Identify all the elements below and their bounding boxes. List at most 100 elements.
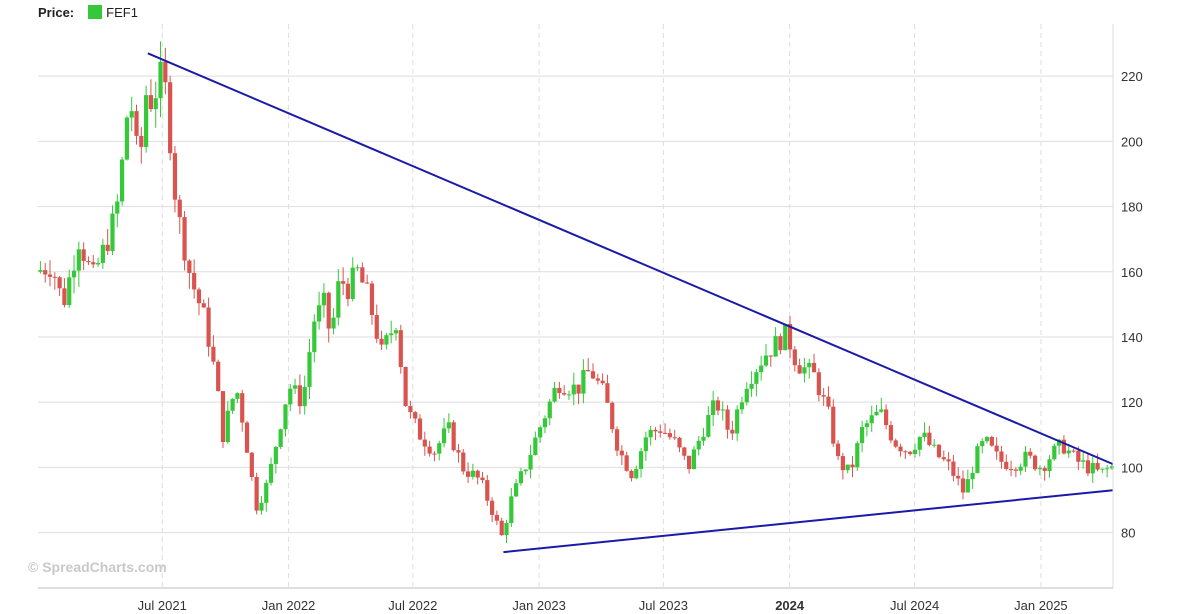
- candle-body: [980, 441, 985, 447]
- candle-body: [754, 372, 759, 384]
- candle-body: [638, 451, 644, 469]
- candle-body: [600, 380, 605, 384]
- y-tick-label: 160: [1121, 265, 1143, 280]
- candle-body: [398, 330, 403, 367]
- candle-body: [38, 270, 43, 272]
- candle-body: [278, 429, 283, 447]
- candle-body: [1071, 450, 1076, 452]
- candle-body: [369, 283, 375, 316]
- candle-body: [1042, 468, 1047, 471]
- candle-body: [984, 437, 990, 442]
- legend-swatch[interactable]: [88, 5, 103, 19]
- x-tick-label: Jul 2023: [639, 598, 688, 613]
- candle-body: [528, 454, 533, 470]
- candle-body: [393, 330, 399, 334]
- candle-body: [888, 425, 894, 441]
- y-tick-label: 180: [1121, 200, 1143, 215]
- candle-body: [590, 371, 596, 379]
- candle-body: [643, 437, 648, 452]
- candle-body: [240, 393, 245, 423]
- candle-body: [168, 82, 173, 154]
- candle-body: [384, 335, 389, 345]
- candle-body: [965, 479, 970, 493]
- legend-series-name[interactable]: FEF1: [106, 4, 138, 20]
- candle-body: [456, 450, 461, 453]
- candle-body: [494, 514, 500, 521]
- candle-body: [845, 464, 850, 471]
- candle-body: [518, 471, 524, 484]
- candle-body: [1076, 450, 1081, 462]
- candle-body: [292, 385, 298, 389]
- candle-body: [105, 244, 110, 251]
- candle-body: [667, 433, 672, 438]
- candle-body: [365, 282, 370, 284]
- candle-body: [1047, 459, 1052, 471]
- candle-body: [687, 455, 692, 470]
- candle-body: [326, 292, 331, 329]
- candle-body: [119, 159, 125, 202]
- candle-body: [662, 432, 668, 434]
- y-tick-label: 140: [1121, 330, 1143, 345]
- candle-body: [533, 437, 538, 455]
- candle-body: [739, 402, 745, 410]
- candle-body: [821, 395, 826, 397]
- candle-body: [273, 446, 278, 464]
- candle-body: [749, 383, 754, 389]
- candle-body: [879, 409, 884, 412]
- candle-body: [773, 336, 778, 357]
- candle-body: [840, 456, 845, 471]
- lower-trendline: [503, 489, 1114, 554]
- candle-body: [432, 453, 437, 455]
- candle-body: [884, 409, 889, 426]
- candle-body: [43, 270, 48, 275]
- candle-body: [244, 422, 250, 453]
- candle-body: [206, 307, 211, 347]
- candle-body: [711, 400, 716, 416]
- candle-body: [485, 480, 490, 501]
- candle-body: [465, 471, 471, 477]
- candle-body: [634, 468, 639, 479]
- candle-body: [1052, 445, 1057, 460]
- y-tick-label: 200: [1121, 134, 1143, 149]
- candle-body: [1032, 455, 1038, 470]
- candle-body: [302, 386, 307, 407]
- candle-body: [960, 478, 966, 493]
- candle-body: [336, 281, 341, 318]
- candle-body: [715, 400, 721, 411]
- candle-body: [216, 361, 221, 392]
- candle-body: [1090, 462, 1095, 474]
- candle-body: [95, 263, 101, 265]
- candle-body: [581, 369, 586, 394]
- candle-body: [196, 289, 202, 304]
- candle-body: [235, 393, 240, 399]
- candle-body: [566, 394, 572, 396]
- candle-body: [989, 437, 994, 446]
- legend-label: Price:: [38, 4, 75, 20]
- candle-body: [177, 199, 182, 218]
- candle-body: [523, 469, 528, 472]
- candle-body: [134, 111, 139, 136]
- candle-body: [1004, 461, 1009, 469]
- candle-body: [586, 369, 591, 372]
- candle-body: [595, 378, 600, 381]
- candle-body: [970, 472, 975, 480]
- candle-body: [706, 415, 711, 437]
- y-tick-label: 80: [1121, 526, 1135, 541]
- candle-body: [57, 277, 62, 289]
- candle-body: [658, 431, 663, 433]
- candle-body: [268, 463, 274, 483]
- candle-body: [437, 443, 442, 454]
- x-tick-label: Jul 2024: [890, 598, 939, 613]
- candle-body: [855, 443, 860, 468]
- candle-body: [999, 451, 1004, 462]
- candle-body: [1028, 451, 1033, 456]
- candle-body: [307, 352, 312, 387]
- candle-body: [941, 457, 946, 460]
- candle-body: [403, 366, 408, 407]
- candle-body: [1061, 439, 1067, 454]
- candle-body: [230, 398, 235, 411]
- candle-body: [158, 61, 163, 99]
- candle-body: [76, 249, 81, 271]
- candle-body: [542, 418, 548, 428]
